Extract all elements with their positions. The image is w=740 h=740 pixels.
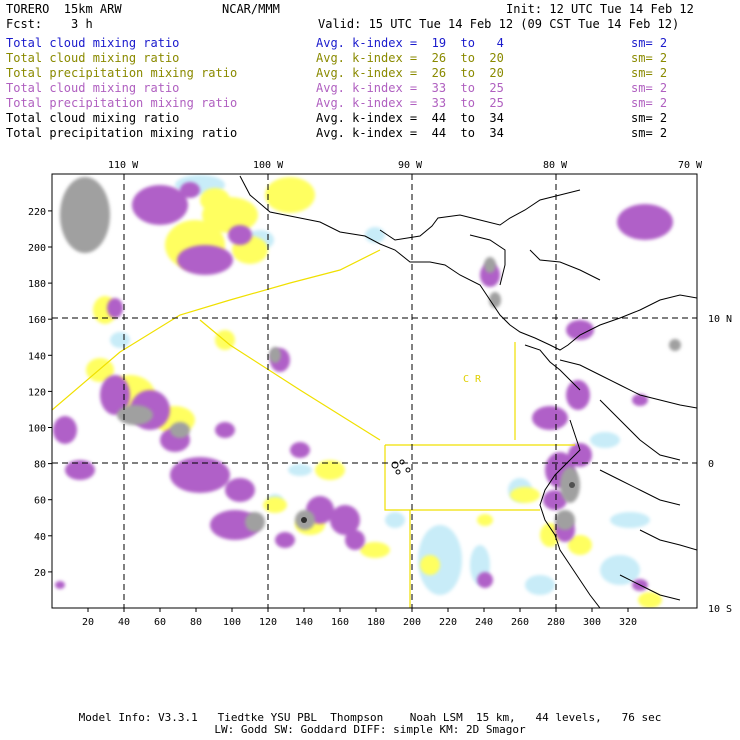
lat-label-10s: 10 S bbox=[708, 604, 732, 615]
x-tick-label: 120 bbox=[259, 617, 277, 628]
legend-sm: sm= 2 bbox=[631, 81, 668, 95]
legend-field: Total precipitation mixing ratio bbox=[6, 96, 238, 110]
legend-index: Avg. k-index = 26 to 20 bbox=[316, 51, 504, 65]
boundary-lines bbox=[52, 249, 575, 608]
y-tick-label: 200 bbox=[28, 243, 46, 254]
y-axis-ticks: 220 200 180 160 140 120 100 80 60 40 20 bbox=[28, 207, 52, 579]
x-tick-label: 300 bbox=[583, 617, 601, 628]
region-label: C R bbox=[463, 374, 482, 385]
legend-field: Total cloud mixing ratio bbox=[6, 51, 180, 65]
legend-row-5: Total precipitation mixing ratio Avg. k-… bbox=[6, 96, 734, 111]
legend-sm: sm= 2 bbox=[631, 96, 668, 110]
legend-index: Avg. k-index = 33 to 25 bbox=[316, 96, 504, 110]
y-tick-label: 140 bbox=[28, 351, 46, 362]
legend-index: Avg. k-index = 44 to 34 bbox=[316, 126, 504, 140]
y-tick-label: 100 bbox=[28, 424, 46, 435]
convective-core bbox=[569, 482, 575, 488]
x-tick-label: 20 bbox=[82, 617, 94, 628]
x-tick-label: 240 bbox=[475, 617, 493, 628]
galapagos-islands bbox=[391, 459, 411, 475]
lat-lon-grid bbox=[52, 174, 697, 608]
lon-label-70w: 70 W bbox=[678, 160, 703, 171]
lat-label-10n: 10 N bbox=[708, 314, 732, 325]
lon-label-100w: 100 W bbox=[253, 160, 284, 171]
legend-row-6: Total cloud mixing ratio Avg. k-index = … bbox=[6, 111, 734, 126]
legend-field: Total precipitation mixing ratio bbox=[6, 66, 238, 80]
x-tick-label: 200 bbox=[403, 617, 421, 628]
x-tick-label: 80 bbox=[190, 617, 202, 628]
y-tick-label: 60 bbox=[34, 496, 46, 507]
convective-core bbox=[301, 517, 307, 523]
lat-label-equator: 0 bbox=[708, 459, 714, 470]
legend-row-1: Total cloud mixing ratio Avg. k-index = … bbox=[6, 36, 734, 51]
x-tick-label: 280 bbox=[547, 617, 565, 628]
lon-label-90w: 90 W bbox=[398, 160, 423, 171]
x-tick-label: 40 bbox=[118, 617, 130, 628]
legend-row-4: Total cloud mixing ratio Avg. k-index = … bbox=[6, 81, 734, 96]
y-tick-label: 180 bbox=[28, 279, 46, 290]
x-tick-label: 160 bbox=[331, 617, 349, 628]
x-tick-label: 320 bbox=[619, 617, 637, 628]
legend-sm: sm= 2 bbox=[631, 66, 668, 80]
legend-sm: sm= 2 bbox=[631, 111, 668, 125]
legend-index: Avg. k-index = 33 to 25 bbox=[316, 81, 504, 95]
model-title: TORERO 15km ARW bbox=[6, 2, 122, 16]
legend-field: Total precipitation mixing ratio bbox=[6, 126, 238, 140]
legend-row-3: Total precipitation mixing ratio Avg. k-… bbox=[6, 66, 734, 81]
valid-time: Valid: 15 UTC Tue 14 Feb 12 (09 CST Tue … bbox=[318, 17, 680, 31]
y-tick-label: 120 bbox=[28, 387, 46, 398]
y-tick-label: 40 bbox=[34, 532, 46, 543]
x-tick-label: 180 bbox=[367, 617, 385, 628]
y-tick-label: 20 bbox=[34, 568, 46, 579]
y-tick-label: 220 bbox=[28, 207, 46, 218]
legend-index: Avg. k-index = 19 to 4 bbox=[316, 36, 504, 50]
legend-field: Total cloud mixing ratio bbox=[6, 81, 180, 95]
coastlines bbox=[239, 175, 697, 608]
precip-purple-areas bbox=[53, 182, 673, 591]
legend-row-2: Total cloud mixing ratio Avg. k-index = … bbox=[6, 51, 734, 66]
x-axis-ticks: 20 40 60 80 100 120 140 160 180 200 220 240 260 280 30… bbox=[82, 608, 637, 628]
legend-sm: sm= 2 bbox=[631, 126, 668, 140]
init-time: Init: 12 UTC Tue 14 Feb 12 bbox=[506, 2, 694, 16]
x-tick-label: 260 bbox=[511, 617, 529, 628]
model-info-line2: LW: Godd SW: Goddard DIFF: simple KM: 2D… bbox=[214, 723, 526, 736]
y-tick-label: 160 bbox=[28, 315, 46, 326]
legend-sm: sm= 2 bbox=[631, 51, 668, 65]
lon-label-110w: 110 W bbox=[108, 160, 139, 171]
legend-field: Total cloud mixing ratio bbox=[6, 111, 180, 125]
legend-index: Avg. k-index = 26 to 20 bbox=[316, 66, 504, 80]
x-tick-label: 220 bbox=[439, 617, 457, 628]
y-tick-label: 80 bbox=[34, 460, 46, 471]
legend-index: Avg. k-index = 44 to 34 bbox=[316, 111, 504, 125]
legend-row-7: Total precipitation mixing ratio Avg. k-… bbox=[6, 126, 734, 141]
lon-label-80w: 80 W bbox=[543, 160, 568, 171]
x-tick-label: 100 bbox=[223, 617, 241, 628]
org-label: NCAR/MMM bbox=[222, 2, 280, 16]
forecast-hour: Fcst: 3 h bbox=[6, 17, 93, 31]
legend-field: Total cloud mixing ratio bbox=[6, 36, 180, 50]
x-tick-label: 60 bbox=[154, 617, 166, 628]
legend-sm: sm= 2 bbox=[631, 36, 668, 50]
model-info-line1: Model Info: V3.3.1 Tiedtke YSU PBL Thomp… bbox=[78, 711, 662, 724]
x-tick-label: 140 bbox=[295, 617, 313, 628]
